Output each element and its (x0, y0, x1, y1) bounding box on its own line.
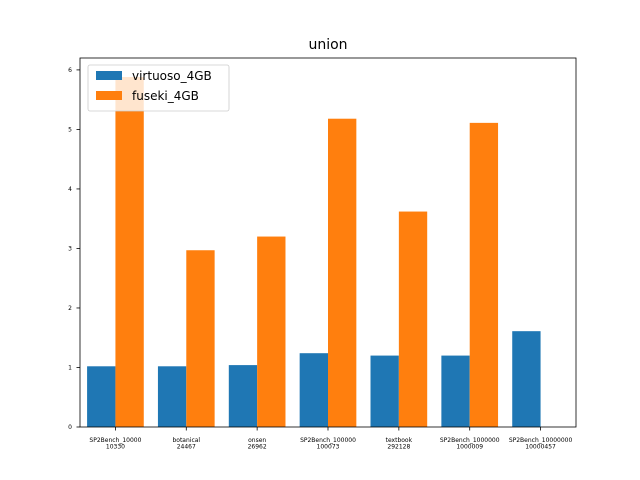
bar-virtuoso_4GB-0 (87, 366, 116, 427)
bar-virtuoso_4GB-3 (299, 353, 328, 427)
bar-virtuoso_4GB-4 (370, 355, 399, 427)
legend-box (87, 64, 230, 112)
y-tick-label: 6 (68, 67, 72, 74)
bar-fuseki_4GB-1 (186, 250, 215, 427)
bar-fuseki_4GB-5 (469, 122, 499, 428)
bar-virtuoso_4GB-5 (441, 355, 470, 427)
bar-fuseki_4GB-3 (328, 118, 357, 428)
bar-virtuoso_4GB-2 (228, 365, 258, 427)
legend: virtuoso_4GB fuseki_4GB (87, 64, 230, 112)
y-tick-label: 1 (68, 364, 72, 371)
bar-fuseki_4GB-4 (398, 211, 428, 427)
chart-title: union (308, 37, 347, 53)
x-tick-label: SP2Bench_100000 100073 (300, 437, 356, 451)
x-tick-label: onsen 26962 (248, 437, 267, 451)
y-tick-label: 0 (68, 424, 72, 431)
y-tick-label: 3 (68, 245, 72, 252)
bar-virtuoso_4GB-1 (157, 366, 187, 427)
bars-group (87, 77, 541, 428)
y-tick-label: 5 (68, 126, 72, 133)
legend-label-virtuoso_4GB: virtuoso_4GB (132, 69, 212, 83)
axes-group: 0 1 2 3 4 5 6 SP2Bench_10000 10330 botanical 24467… (68, 57, 577, 451)
legend-swatch-fuseki_4GB (96, 91, 122, 100)
bar-virtuoso_4GB-6 (512, 331, 541, 427)
x-tick-label: SP2Bench_10000 10330 (89, 437, 141, 451)
y-tick-label: 4 (68, 186, 72, 193)
bar-fuseki_4GB-2 (257, 236, 286, 427)
legend-swatch-virtuoso_4GB (96, 71, 122, 80)
bar-fuseki_4GB-0 (115, 77, 144, 428)
x-tick-label: textbook 292128 (386, 437, 413, 451)
x-tick-label: botanical 24467 (172, 437, 200, 451)
x-tick-label: SP2Bench_10000000 10000457 (509, 437, 573, 451)
legend-label-fuseki_4GB: fuseki_4GB (132, 89, 199, 103)
y-tick-label: 2 (68, 305, 72, 312)
x-tick-label: SP2Bench_1000000 1000009 (440, 437, 500, 451)
